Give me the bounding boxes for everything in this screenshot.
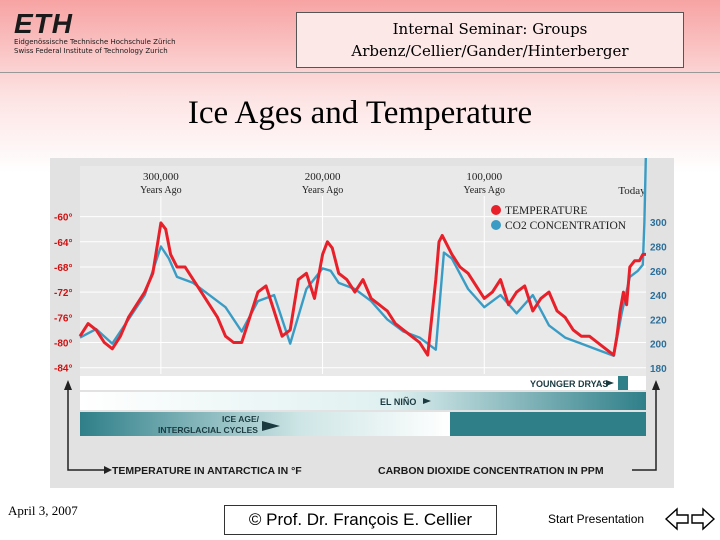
time-marker-sublabel: Years Ago bbox=[140, 185, 182, 196]
left-tick-label: -72° bbox=[54, 288, 72, 299]
right-tick-label: 200 bbox=[650, 340, 667, 351]
time-marker-label: 300,000 bbox=[143, 171, 179, 183]
start-presentation-link[interactable]: Start Presentation bbox=[548, 512, 645, 526]
legend-label: CO2 CONCENTRATION bbox=[505, 220, 627, 232]
header-divider bbox=[0, 72, 720, 73]
legend-swatch bbox=[491, 205, 501, 215]
right-tick-label: 280 bbox=[650, 243, 667, 254]
time-marker-sublabel: Years Ago bbox=[302, 185, 344, 196]
bar-label-line2: INTERGLACIAL CYCLES bbox=[158, 425, 258, 435]
arrow-right-icon bbox=[423, 398, 431, 404]
plot-area bbox=[80, 166, 646, 376]
younger-dryas-marker bbox=[618, 376, 628, 390]
right-tick-label: 300 bbox=[650, 218, 667, 229]
left-tick-label: -84° bbox=[54, 364, 72, 375]
presentation-date: April 3, 2007 bbox=[8, 503, 78, 518]
logo-line-german: Eidgenössische Technische Hochschule Zür… bbox=[14, 38, 176, 46]
arrow-up-icon bbox=[652, 380, 660, 390]
arrow-right-icon bbox=[262, 421, 280, 431]
left-tick-label: -76° bbox=[54, 313, 72, 324]
right-tick-label: 240 bbox=[650, 291, 667, 302]
time-marker-label: 100,000 bbox=[466, 171, 502, 183]
previous-arrow-icon[interactable] bbox=[664, 507, 689, 531]
time-marker-sublabel: Years Ago bbox=[464, 185, 506, 196]
eth-logo: ETH Eidgenössische Technische Hochschule… bbox=[14, 10, 214, 62]
left-axis: -60° -64° -68° -72° -76° -80° -84° bbox=[54, 213, 72, 375]
navigation-buttons bbox=[664, 507, 716, 531]
time-marker-label: 200,000 bbox=[305, 171, 341, 183]
left-tick-label: -80° bbox=[54, 339, 72, 350]
period-bars: YOUNGER DRYAS EL NIÑO ICE AGE/INTERGLACIAL… bbox=[80, 376, 646, 436]
gridlines bbox=[80, 216, 646, 369]
left-tick-label: -64° bbox=[54, 238, 72, 249]
seminar-header-box: Internal Seminar: Groups Arbenz/Cellier/… bbox=[296, 12, 684, 68]
left-tick-label: -60° bbox=[54, 213, 72, 224]
bottom-label-right: CARBON DIOXIDE CONCENTRATION IN PPM bbox=[378, 465, 604, 477]
bottom-label-left: TEMPERATURE IN ANTARCTICA IN °F bbox=[112, 465, 302, 477]
copyright-box: © Prof. Dr. François E. Cellier bbox=[224, 505, 497, 535]
seminar-line-2: Arbenz/Cellier/Gander/Hinterberger bbox=[351, 42, 629, 60]
legend-label: TEMPERATURE bbox=[505, 205, 587, 217]
left-arrow-line bbox=[67, 388, 104, 471]
next-arrow-icon[interactable] bbox=[691, 507, 716, 531]
right-axis: 300 280 260 240 220 200 180 bbox=[650, 218, 667, 375]
arrow-right-icon bbox=[104, 466, 112, 474]
el-nino-bar bbox=[80, 392, 646, 410]
right-arrow-line bbox=[632, 388, 657, 471]
legend: TEMPERATURE CO2 CONCENTRATION bbox=[491, 205, 627, 232]
ice-age-bar-recent bbox=[450, 412, 646, 436]
arrow-up-icon bbox=[64, 380, 72, 390]
ice-age-chart: 300,000 Years Ago 200,000 Years Ago 100,000 Y… bbox=[50, 158, 674, 488]
left-tick-label: -68° bbox=[54, 263, 72, 274]
younger-dryas-bar bbox=[80, 376, 646, 390]
temperature-series-line bbox=[78, 221, 646, 357]
series-layer bbox=[78, 158, 648, 358]
logo-line-english: Swiss Federal Institute of Technology Zu… bbox=[14, 47, 168, 55]
arrow-right-icon bbox=[606, 380, 614, 386]
bar-label: ICE AGE/ bbox=[222, 414, 260, 424]
right-tick-label: 220 bbox=[650, 315, 667, 326]
co2-series-line bbox=[79, 158, 648, 358]
time-marker-label: Today bbox=[618, 185, 646, 197]
bottom-labels: TEMPERATURE IN ANTARCTICA IN °F CARBON DI… bbox=[64, 380, 660, 477]
bar-label: EL NIÑO bbox=[380, 397, 416, 407]
seminar-line-1: Internal Seminar: Groups bbox=[392, 20, 588, 38]
slide-title: Ice Ages and Temperature bbox=[187, 95, 533, 131]
legend-swatch bbox=[491, 220, 501, 230]
bar-label: YOUNGER DRYAS bbox=[530, 379, 608, 389]
logo-mark: ETH bbox=[14, 8, 73, 39]
right-tick-label: 260 bbox=[650, 267, 667, 278]
right-tick-label: 180 bbox=[650, 364, 667, 375]
